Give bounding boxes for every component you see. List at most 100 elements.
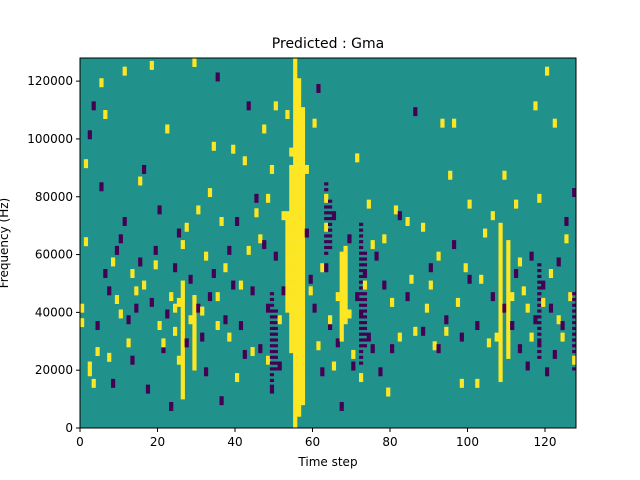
heatmap-cell	[285, 115, 290, 119]
heatmap-cell	[297, 110, 302, 114]
heatmap-cell	[293, 133, 298, 137]
heatmap-cell	[393, 205, 399, 209]
heatmap-cell	[242, 352, 247, 357]
heatmap-cell	[285, 295, 290, 299]
heatmap-cell	[83, 237, 89, 241]
heatmap-cell	[273, 107, 278, 111]
heatmap-cell	[572, 303, 577, 307]
heatmap-cell	[293, 72, 298, 76]
heatmap-cell	[362, 292, 368, 296]
heatmap-cell	[339, 266, 344, 270]
heatmap-cell	[297, 312, 302, 316]
heatmap-cell	[293, 173, 298, 177]
heatmap-cell	[324, 266, 329, 270]
heatmap-cell	[289, 167, 294, 172]
heatmap-cell	[285, 222, 290, 226]
heatmap-cell	[490, 297, 495, 302]
heatmap-cell	[300, 352, 306, 357]
heatmap-cell	[386, 387, 391, 391]
heatmap-cell	[266, 199, 271, 203]
heatmap-cell	[242, 162, 247, 166]
heatmap-cell	[560, 323, 565, 328]
heatmap-cell	[300, 202, 306, 206]
heatmap-cell	[297, 381, 302, 385]
heatmap-cell	[281, 286, 286, 290]
heatmap-cell	[300, 306, 306, 310]
heatmap-cell	[328, 245, 333, 250]
heatmap-cell	[475, 321, 480, 325]
heatmap-cell	[506, 344, 511, 348]
heatmap-cell	[293, 323, 298, 328]
heatmap-cell	[258, 349, 263, 354]
heatmap-cell	[293, 208, 298, 212]
heatmap-cell	[498, 283, 503, 287]
heatmap-cell	[142, 170, 147, 174]
heatmap-cell	[374, 251, 379, 255]
heatmap-cell	[545, 373, 550, 377]
heatmap-cell	[351, 349, 356, 354]
heatmap-cell	[269, 167, 275, 172]
heatmap-cell	[211, 269, 216, 273]
heatmap-cell	[300, 127, 306, 131]
heatmap-cell	[297, 300, 302, 304]
heatmap-cell	[300, 277, 306, 281]
heatmap-cell	[308, 280, 313, 284]
heatmap-cell	[409, 280, 414, 284]
heatmap-cell	[269, 390, 275, 394]
heatmap-cell	[343, 251, 348, 255]
heatmap-cell	[289, 211, 294, 215]
heatmap-cell	[297, 214, 302, 218]
heatmap-cell	[130, 358, 135, 362]
heatmap-cell	[421, 225, 426, 229]
heatmap-cell	[324, 211, 329, 215]
heatmap-cell	[537, 286, 542, 290]
heatmap-cell	[300, 153, 306, 157]
heatmap-cell	[196, 309, 201, 313]
heatmap-cell	[366, 205, 371, 209]
heatmap-cell	[490, 214, 495, 218]
heatmap-cell	[498, 378, 503, 383]
heatmap-cell	[366, 332, 371, 336]
heatmap-cell	[293, 251, 298, 255]
heatmap-cell	[506, 335, 511, 339]
heatmap-cell	[176, 231, 182, 235]
heatmap-cell	[339, 318, 344, 322]
heatmap-cell	[269, 315, 275, 319]
heatmap-cell	[293, 66, 298, 70]
heatmap-cell	[537, 338, 542, 342]
heatmap-cell	[297, 277, 302, 281]
heatmap-cell	[355, 297, 360, 302]
heatmap-cell	[436, 344, 441, 348]
heatmap-cell	[293, 205, 298, 209]
heatmap-cell	[293, 127, 298, 131]
heatmap-cell	[300, 170, 306, 174]
heatmap-cell	[180, 283, 185, 287]
heatmap-cell	[293, 115, 298, 119]
heatmap-cell	[297, 373, 302, 377]
heatmap-cell	[366, 335, 371, 339]
heatmap-cell	[285, 234, 290, 238]
heatmap-cell	[192, 300, 197, 304]
heatmap-cell	[126, 341, 131, 345]
heatmap-cell	[498, 306, 503, 310]
heatmap-cell	[300, 231, 306, 235]
heatmap-cell	[324, 216, 329, 221]
heatmap-cell	[440, 124, 445, 128]
heatmap-cell	[541, 297, 546, 302]
heatmap-cell	[537, 332, 542, 336]
heatmap-cell	[428, 266, 433, 270]
heatmap-cell	[180, 344, 185, 348]
heatmap-cell	[560, 321, 565, 325]
heatmap-cell	[277, 361, 282, 365]
heatmap-cell	[180, 309, 185, 313]
heatmap-cell	[300, 196, 306, 200]
heatmap-cell	[87, 130, 92, 134]
heatmap-cell	[521, 289, 526, 293]
heatmap-cell	[277, 364, 282, 368]
heatmap-cell	[308, 274, 313, 278]
heatmap-cell	[289, 248, 294, 252]
heatmap-cell	[285, 283, 290, 287]
heatmap-cell	[269, 321, 275, 325]
heatmap-cell	[328, 318, 333, 322]
heatmap-cell	[498, 303, 503, 307]
